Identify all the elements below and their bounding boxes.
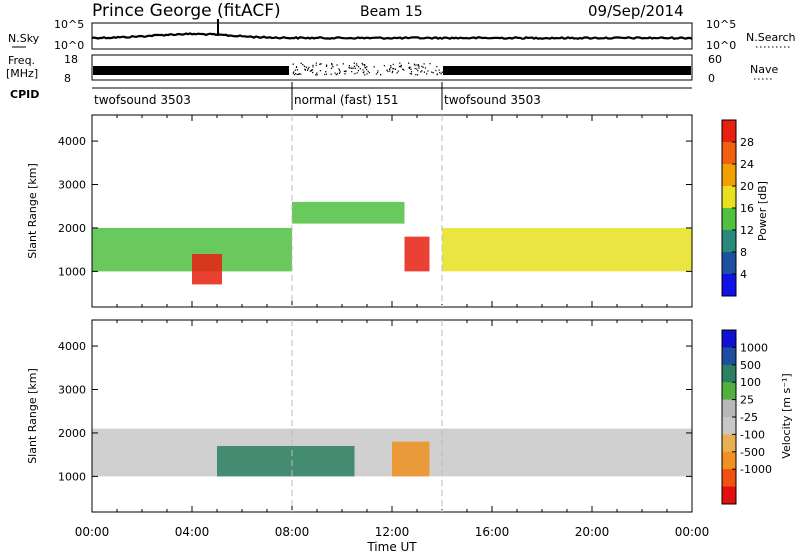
- velocity-colorbar-swatch: [722, 399, 736, 418]
- velocity-colorbar-tick-label: -100: [740, 428, 765, 441]
- power-colorbar-swatch: [722, 208, 736, 231]
- date-label: 09/Sep/2014: [588, 2, 684, 20]
- nave-tick-bottom: 0: [708, 72, 715, 85]
- x-tick-label: 04:00: [175, 525, 210, 539]
- power-colorbar-swatch: [722, 230, 736, 253]
- power-y-ticks: 1000 2000 3000 4000: [58, 135, 692, 278]
- beam-label: Beam 15: [360, 4, 423, 20]
- freq-tick-bottom: 8: [64, 72, 71, 85]
- velocity-colorbar-swatch: [722, 330, 736, 348]
- velocity-colorbar-swatch: [722, 417, 736, 435]
- power-colorbar-swatch: [722, 274, 736, 297]
- power-colorbar-swatch: [722, 142, 736, 165]
- velocity-colorbar-tick-label: 100: [740, 376, 761, 389]
- power-colorbar-swatch: [722, 186, 736, 209]
- power-x-ticks: [91, 115, 693, 307]
- nave-tick-top: 60: [708, 53, 722, 66]
- heatmap-cell: [404, 236, 430, 272]
- velocity-colorbar: 1000 500 100 25 -25 -100 -500 -1000: [721, 329, 772, 505]
- power-colorbar-tick-label: 4: [740, 268, 747, 281]
- title: Prince George (fitACF): [92, 1, 281, 21]
- heatmap-cell: [192, 254, 222, 285]
- power-ytick-label: 1000: [58, 265, 86, 278]
- velocity-colorbar-tick-label: 500: [740, 359, 761, 372]
- power-ytick-label: 2000: [58, 222, 86, 235]
- x-tick-label: 00:00: [675, 525, 710, 539]
- nsearch-label: N.Search: [746, 31, 796, 44]
- velocity-x-ticks: [91, 320, 693, 512]
- power-colorbar-swatch: [722, 164, 736, 187]
- power-colorbar-tick-label: 28: [740, 136, 754, 149]
- x-tick-label: 20:00: [575, 525, 610, 539]
- nsky-tick-bottom: 10^0: [54, 39, 84, 52]
- freq-band-right: [443, 66, 691, 75]
- velocity-ytick-label: 4000: [58, 340, 86, 353]
- velocity-colorbar-swatch: [722, 434, 736, 453]
- power-colorbar-swatch: [722, 120, 736, 143]
- velocity-colorbar-tick-label: 1000: [740, 341, 768, 354]
- x-axis-label: Time UT: [366, 540, 417, 554]
- x-tick-label: 08:00: [275, 525, 310, 539]
- power-ytick-label: 3000: [58, 179, 86, 192]
- freq-tick-top: 18: [64, 53, 78, 66]
- cpid-label: CPID: [10, 88, 39, 101]
- freq-band-left: [93, 66, 289, 75]
- power-colorbar-tick-label: 20: [740, 180, 754, 193]
- velocity-colorbar-swatch: [722, 364, 736, 383]
- freq-label-bottom: [MHz]: [6, 67, 38, 80]
- nsearch-tick-top: 10^5: [706, 18, 736, 31]
- x-tick-label: 00:00: [75, 525, 110, 539]
- power-data: [92, 201, 692, 285]
- velocity-ytick-label: 3000: [58, 384, 86, 397]
- heatmap-cell: [292, 201, 405, 224]
- cpid-segments: twofsound 3503 normal (fast) 151 twofsound…: [94, 82, 541, 110]
- velocity-colorbar-tick-label: -25: [740, 411, 758, 424]
- velocity-data: [92, 428, 692, 477]
- cpid-segment-label: twofsound 3503: [444, 93, 541, 107]
- freq-panel: [91, 54, 693, 81]
- cpid-segment-label: normal (fast) 151: [294, 93, 398, 107]
- nsky-tick-top: 10^5: [54, 18, 84, 31]
- velocity-y-label: Slant Range [km]: [26, 368, 39, 464]
- x-tick-label: 16:00: [475, 525, 510, 539]
- nsky-trace: [91, 32, 693, 40]
- freq-scatter: [292, 62, 443, 76]
- cpid-segment-label: twofsound 3503: [94, 93, 191, 107]
- power-ytick-label: 4000: [58, 135, 86, 148]
- velocity-panel: 1000 2000 3000 4000 Slant Range [km]: [26, 319, 693, 513]
- freq-label-top: Freq.: [8, 54, 35, 67]
- power-colorbar-label: Power [dB]: [756, 181, 769, 241]
- power-colorbar-tick-label: 8: [740, 246, 747, 259]
- velocity-colorbar-tick-label: -1000: [740, 463, 772, 476]
- power-y-label: Slant Range [km]: [26, 163, 39, 259]
- velocity-colorbar-swatch: [722, 469, 736, 488]
- heatmap-cell: [442, 227, 692, 272]
- velocity-colorbar-tick-label: -500: [740, 446, 765, 459]
- nsearch-tick-bottom: 10^0: [706, 39, 736, 52]
- velocity-colorbar-swatch: [722, 382, 736, 401]
- velocity-colorbar-label: Velocity [m s⁻¹]: [780, 373, 793, 458]
- velocity-ytick-label: 1000: [58, 470, 86, 483]
- nsky-panel: [91, 22, 693, 50]
- nave-label: Nave: [750, 63, 778, 76]
- x-tick-labels: 00:00 04:00 08:00 12:00 16:00 20:00 00:00: [75, 525, 710, 539]
- power-colorbar-tick-label: 12: [740, 224, 754, 237]
- power-colorbar: 4 8 12 16 20 24 28: [721, 119, 754, 297]
- power-colorbar-tick-label: 24: [740, 158, 754, 171]
- velocity-colorbar-swatch: [722, 486, 736, 505]
- velocity-colorbar-swatch: [722, 347, 736, 366]
- heatmap-cell: [392, 441, 430, 477]
- power-panel: 1000 2000 3000 4000 Slant Range [km]: [26, 114, 693, 308]
- velocity-colorbar-tick-label: 25: [740, 394, 754, 407]
- x-tick-label: 12:00: [375, 525, 410, 539]
- velocity-y-ticks: 1000 2000 3000 4000: [58, 340, 692, 483]
- heatmap-cell: [217, 445, 355, 477]
- power-colorbar-swatch: [722, 252, 736, 275]
- velocity-colorbar-swatch: [722, 451, 736, 470]
- nsky-label: N.Sky: [8, 32, 40, 45]
- velocity-ytick-label: 2000: [58, 427, 86, 440]
- power-colorbar-tick-label: 16: [740, 202, 754, 215]
